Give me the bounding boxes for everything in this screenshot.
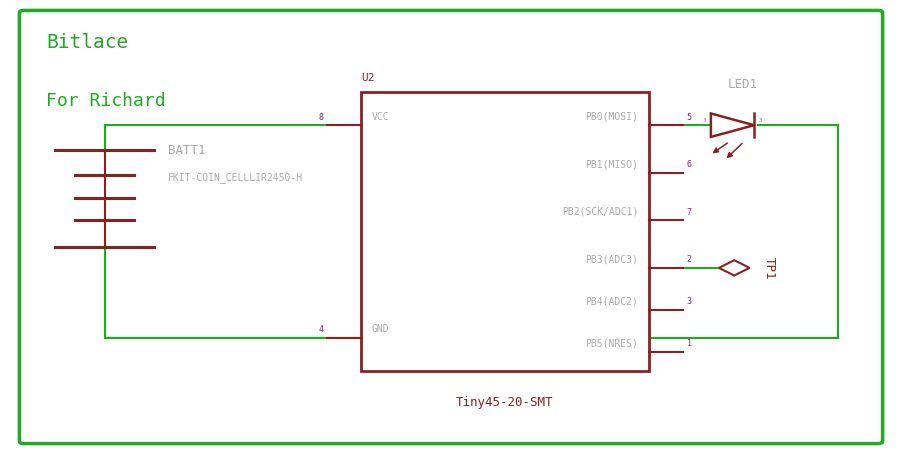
- Text: 5: 5: [686, 113, 692, 122]
- Text: 3: 3: [686, 297, 692, 306]
- Text: U2: U2: [361, 73, 374, 83]
- Polygon shape: [719, 260, 750, 276]
- Polygon shape: [711, 114, 754, 137]
- Text: GND: GND: [372, 324, 390, 334]
- Text: 3: 3: [703, 118, 706, 123]
- Text: FKIT-COIN_CELLLIR2450-H: FKIT-COIN_CELLLIR2450-H: [168, 172, 303, 183]
- Text: PB1(MISO): PB1(MISO): [585, 159, 638, 169]
- Text: 1: 1: [686, 339, 692, 348]
- Text: 6: 6: [686, 160, 692, 169]
- Text: PB3(ADC3): PB3(ADC3): [585, 254, 638, 264]
- Text: 7: 7: [686, 208, 692, 217]
- Text: LED1: LED1: [728, 78, 759, 91]
- Text: PB0(MOSI): PB0(MOSI): [585, 112, 638, 122]
- Text: For Richard: For Richard: [46, 92, 166, 109]
- Text: PB4(ADC2): PB4(ADC2): [585, 296, 638, 306]
- Text: TP1: TP1: [763, 257, 776, 279]
- Text: 3: 3: [759, 118, 762, 123]
- Text: BATT1: BATT1: [168, 144, 206, 157]
- Text: VCC: VCC: [372, 112, 390, 122]
- Text: Bitlace: Bitlace: [46, 33, 129, 52]
- Text: 4: 4: [318, 325, 323, 334]
- Bar: [361, 92, 649, 371]
- Text: Tiny45-20-SMT: Tiny45-20-SMT: [456, 396, 554, 409]
- Text: PB5(NRES): PB5(NRES): [585, 338, 638, 348]
- Text: 2: 2: [686, 255, 692, 264]
- Text: PB2(SCK/ADC1): PB2(SCK/ADC1): [562, 207, 638, 217]
- Text: 8: 8: [318, 113, 323, 122]
